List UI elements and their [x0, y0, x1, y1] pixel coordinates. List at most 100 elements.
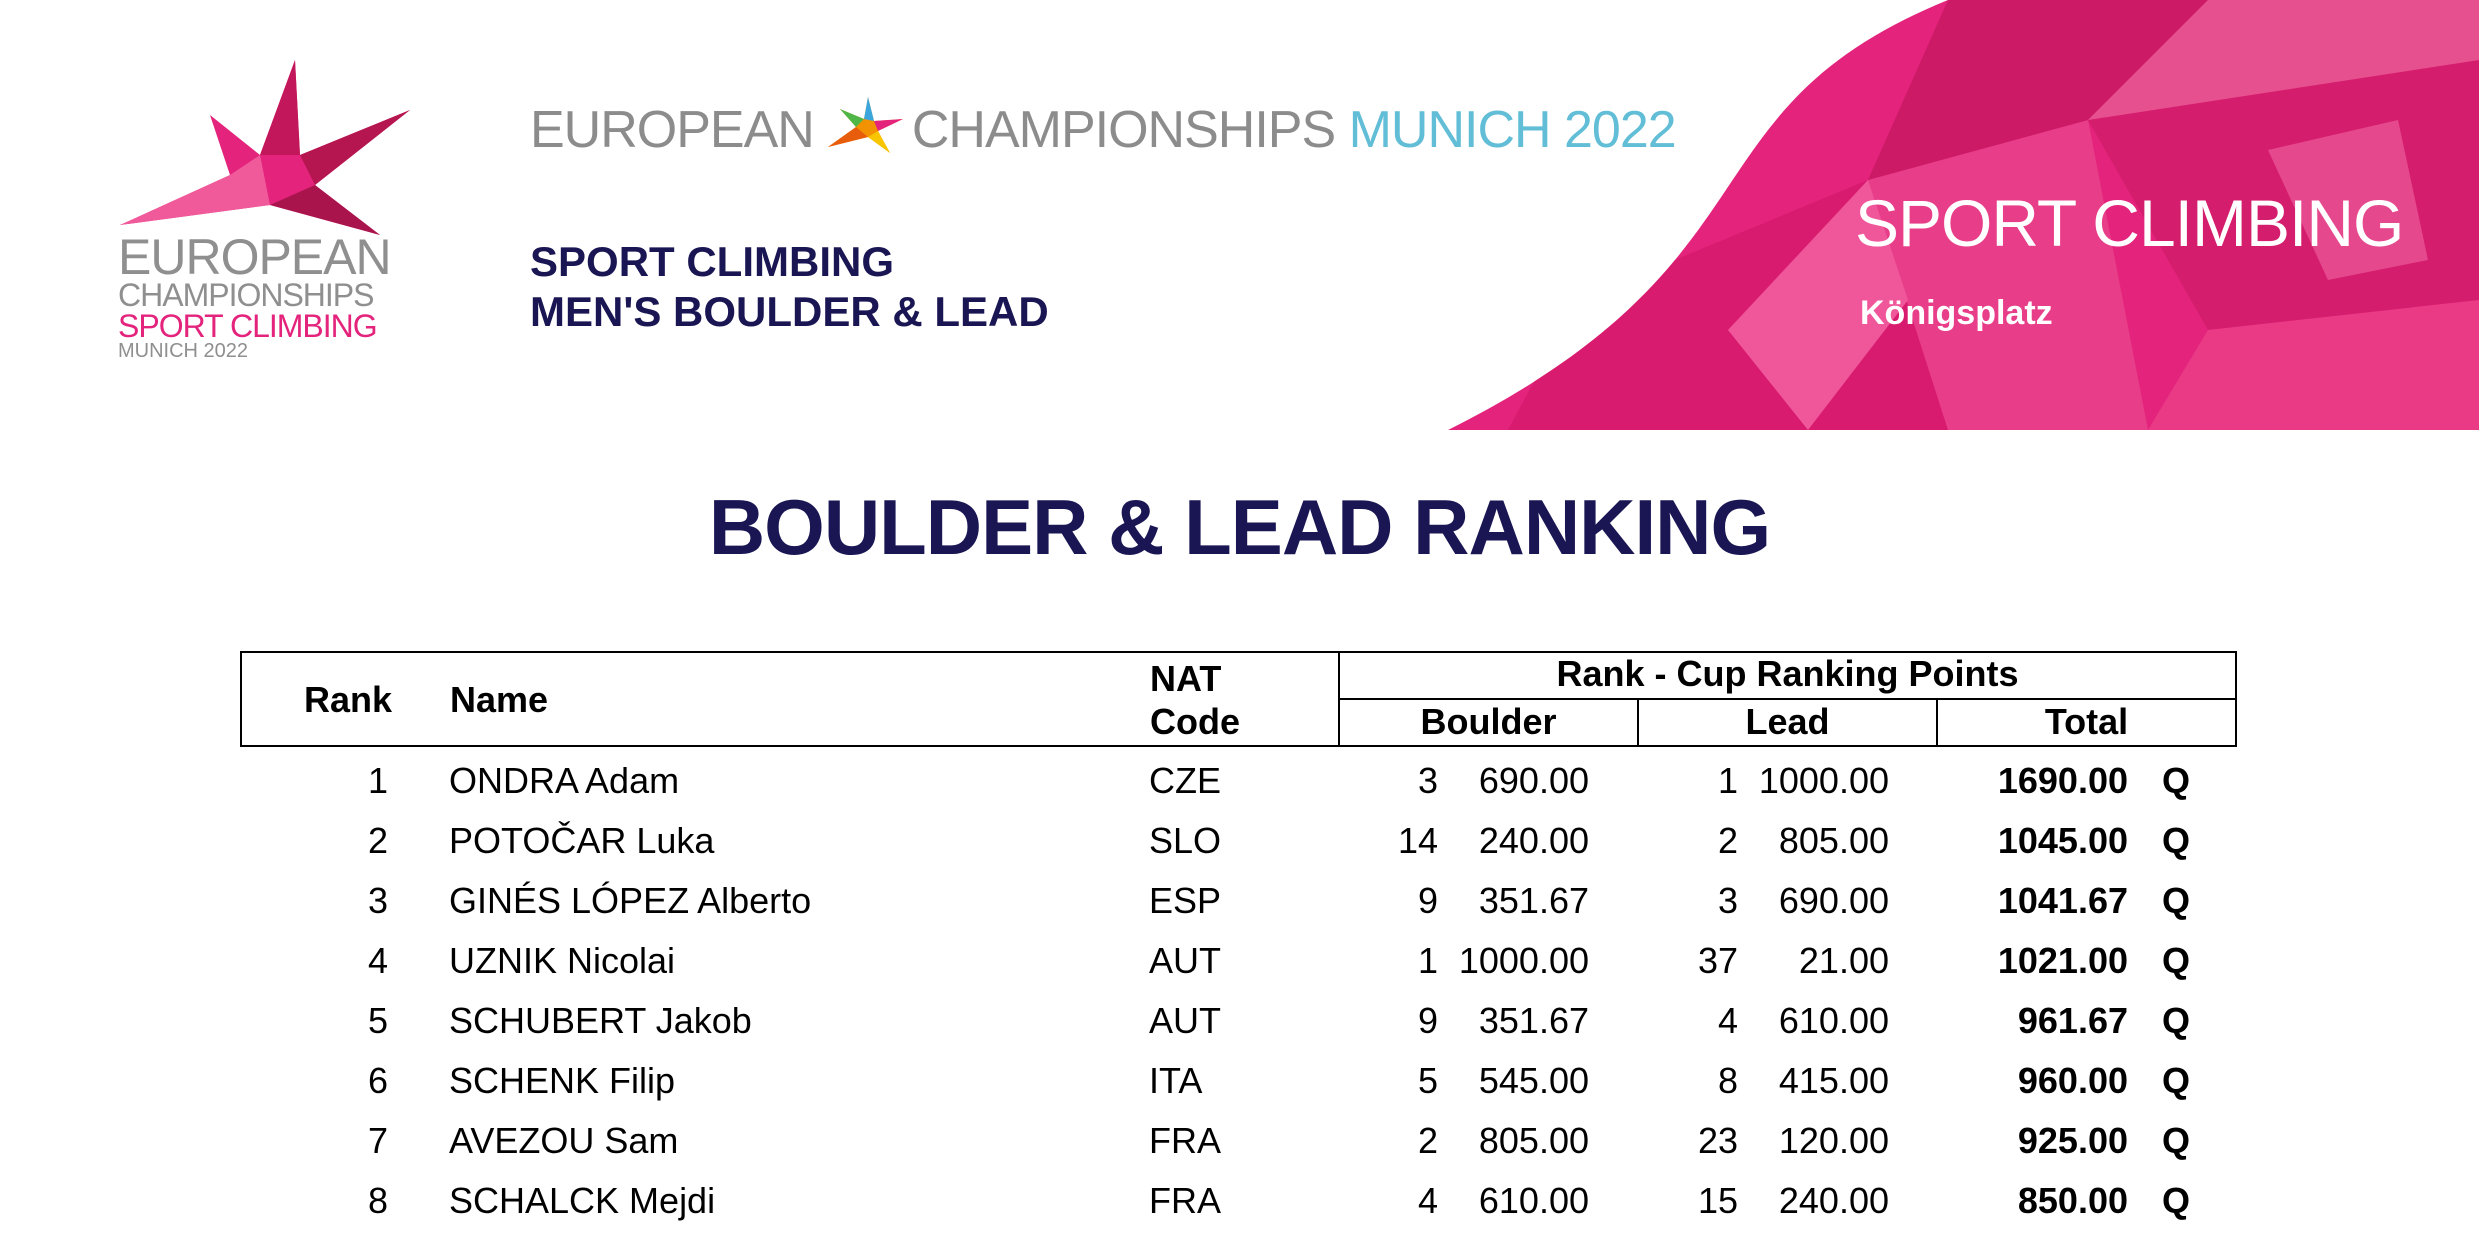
boulder-points: 545.00 — [1478, 1060, 1589, 1101]
header-name: Name — [450, 679, 549, 720]
table-row: 2 POTOČAR Luka SLO 14 240.00 2 805.00 1045.00 Q — [0, 820, 2479, 880]
header-code: Code — [1150, 701, 1240, 742]
nat-code: CZE — [1149, 760, 1221, 801]
table-row: 1 ONDRA Adam CZE 3 690.00 1 1000.00 1690.00 Q — [0, 760, 2479, 820]
lead-points: 690.00 — [1778, 880, 1889, 921]
lead-points: 240.00 — [1778, 1180, 1889, 1221]
qualified-flag: Q — [2162, 760, 2191, 801]
table-row: 8 SCHALCK Mejdi FRA 4 610.00 15 240.00 850.00 Q — [0, 1180, 2479, 1240]
header-rank: Rank — [303, 679, 392, 720]
table-row: 6 SCHENK Filip ITA 5 545.00 8 415.00 960.00 Q — [0, 1060, 2479, 1120]
rank-cell: 3 — [367, 880, 388, 921]
banner-sport-title: SPORT CLIMBING — [1855, 186, 2404, 260]
rank-cell: 8 — [367, 1180, 388, 1221]
boulder-points: 240.00 — [1478, 820, 1589, 861]
wordmark-championships: CHAMPIONSHIPS — [911, 101, 1336, 159]
boulder-rank: 2 — [1417, 1120, 1438, 1161]
lead-points: 805.00 — [1778, 820, 1889, 861]
total-points: 925.00 — [2017, 1120, 2128, 1161]
wordmark-munich: MUNICH 2022 — [1348, 101, 1677, 159]
nat-code: AUT — [1149, 1000, 1221, 1041]
table-row: 3 GINÉS LÓPEZ Alberto ESP 9 351.67 3 690.00 104… — [0, 880, 2479, 940]
nat-code: AUT — [1149, 940, 1221, 981]
logo-text-sport-climbing: SPORT CLIMBING — [118, 308, 378, 344]
boulder-points: 805.00 — [1478, 1120, 1589, 1161]
total-points: 1021.00 — [1997, 940, 2128, 981]
qualified-flag: Q — [2162, 820, 2191, 861]
qualified-flag: Q — [2162, 940, 2191, 981]
lead-points: 21.00 — [1798, 940, 1889, 981]
qualified-flag: Q — [2162, 1000, 2191, 1041]
nat-code: ESP — [1149, 880, 1222, 921]
lead-rank: 2 — [1717, 820, 1738, 861]
boulder-rank: 1 — [1417, 940, 1438, 981]
boulder-points: 1000.00 — [1458, 940, 1589, 981]
athlete-name: ONDRA Adam — [449, 760, 680, 801]
header-lead: Lead — [1745, 701, 1830, 742]
table-row: 4 UZNIK Nicolai AUT 1 1000.00 37 21.00 1021.00 Q — [0, 940, 2479, 1000]
boulder-points: 351.67 — [1478, 880, 1589, 921]
athlete-name: SCHALCK Mejdi — [449, 1180, 716, 1221]
boulder-rank: 14 — [1397, 820, 1438, 861]
boulder-rank: 4 — [1417, 1180, 1438, 1221]
boulder-points: 610.00 — [1478, 1180, 1589, 1221]
nat-code: SLO — [1149, 820, 1222, 861]
table-row: 7 AVEZOU Sam FRA 2 805.00 23 120.00 925.00 Q — [0, 1120, 2479, 1180]
boulder-points: 351.67 — [1478, 1000, 1589, 1041]
athlete-name: POTOČAR Luka — [449, 820, 715, 861]
header-cup-points: Rank - Cup Ranking Points — [1556, 653, 2019, 694]
boulder-rank: 5 — [1417, 1060, 1438, 1101]
star-emblem-icon — [120, 60, 410, 235]
rank-cell: 2 — [367, 820, 388, 861]
lead-points: 415.00 — [1778, 1060, 1889, 1101]
qualified-flag: Q — [2162, 1060, 2191, 1101]
header-divider — [1338, 698, 2235, 700]
nat-code: FRA — [1149, 1120, 1221, 1161]
boulder-rank: 9 — [1417, 880, 1438, 921]
lead-rank: 15 — [1697, 1180, 1738, 1221]
qualified-flag: Q — [2162, 1180, 2191, 1221]
qualified-flag: Q — [2162, 880, 2191, 921]
lead-rank: 8 — [1717, 1060, 1738, 1101]
header-total: Total — [2044, 701, 2129, 742]
table-header: Rank Name NAT Code Rank - Cup Ranking Po… — [240, 651, 2237, 747]
boulder-rank: 3 — [1417, 760, 1438, 801]
total-points: 1045.00 — [1997, 820, 2128, 861]
lead-points: 1000.00 — [1758, 760, 1889, 801]
logo-text-european: EUROPEAN — [118, 229, 392, 285]
wordmark-european: EUROPEAN — [530, 101, 815, 159]
lead-rank: 1 — [1717, 760, 1738, 801]
colored-star-icon — [827, 97, 903, 153]
lead-points: 610.00 — [1778, 1000, 1889, 1041]
rank-cell: 1 — [367, 760, 388, 801]
nat-code: FRA — [1149, 1180, 1221, 1221]
athlete-name: GINÉS LÓPEZ Alberto — [449, 880, 812, 921]
header-banner-graphic — [1448, 0, 2479, 430]
athlete-name: SCHUBERT Jakob — [449, 1000, 752, 1041]
header-divider — [1936, 698, 1938, 745]
total-points: 850.00 — [2017, 1180, 2128, 1221]
lead-points: 120.00 — [1778, 1120, 1889, 1161]
page-title: BOULDER & LEAD RANKING — [708, 483, 1771, 571]
logo-text-munich: MUNICH 2022 — [118, 340, 249, 362]
total-points: 960.00 — [2017, 1060, 2128, 1101]
boulder-points: 690.00 — [1478, 760, 1589, 801]
logo-text-championships: CHAMPIONSHIPS — [118, 277, 374, 313]
boulder-rank: 9 — [1417, 1000, 1438, 1041]
discipline-line-1: SPORT CLIMBING — [530, 238, 894, 285]
lead-rank: 23 — [1697, 1120, 1738, 1161]
rank-cell: 7 — [367, 1120, 388, 1161]
header-boulder: Boulder — [1420, 701, 1557, 742]
banner-venue: Königsplatz — [1860, 294, 2053, 332]
athlete-name: AVEZOU Sam — [449, 1120, 679, 1161]
event-wordmark: EUROPEAN CHAMPIONSHIPS MUNICH 2022 — [530, 95, 1677, 165]
rank-cell: 5 — [367, 1000, 388, 1041]
lead-rank: 3 — [1717, 880, 1738, 921]
nat-code: ITA — [1149, 1060, 1203, 1101]
qualified-flag: Q — [2162, 1120, 2191, 1161]
lead-rank: 37 — [1697, 940, 1738, 981]
rank-cell: 6 — [367, 1060, 388, 1101]
athlete-name: UZNIK Nicolai — [449, 940, 676, 981]
rank-cell: 4 — [367, 940, 388, 981]
